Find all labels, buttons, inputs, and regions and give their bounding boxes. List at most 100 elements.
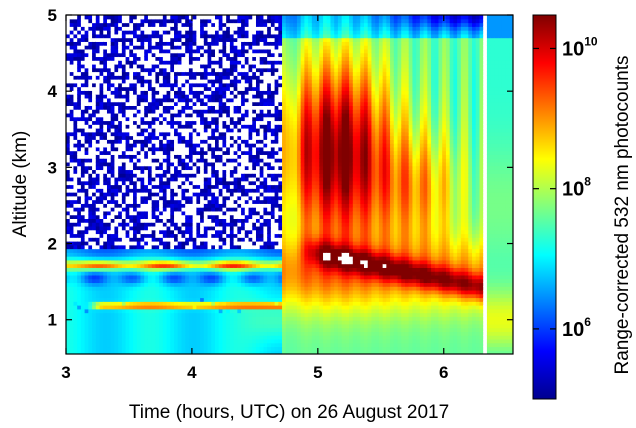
heatmap-cell — [196, 207, 201, 212]
heatmap-cell — [237, 305, 242, 310]
heatmap-cell — [188, 131, 194, 137]
heatmap-cell — [200, 248, 205, 253]
heatmap-cell — [241, 342, 246, 348]
heatmap-cell — [211, 116, 216, 122]
heatmap-cell — [129, 37, 134, 42]
heatmap-cell — [147, 263, 153, 268]
heatmap-cell — [211, 241, 216, 246]
heatmap-cell — [170, 15, 175, 20]
heatmap-cell — [237, 286, 242, 291]
heatmap-cell — [84, 176, 89, 182]
heatmap-cell — [77, 210, 82, 216]
heatmap-cell — [80, 320, 86, 325]
heatmap-cell — [136, 30, 142, 35]
heatmap-cell — [69, 79, 75, 84]
heatmap-cell — [200, 173, 205, 178]
heatmap-cell — [196, 101, 201, 106]
heatmap-cell — [211, 271, 216, 276]
heatmap-cell — [99, 203, 104, 208]
heatmap-cell — [270, 305, 276, 310]
heatmap-cell — [270, 256, 276, 261]
heatmap-cell — [259, 154, 265, 159]
heatmap-cell — [133, 109, 138, 114]
heatmap-cell — [114, 143, 119, 148]
heatmap-cell — [92, 33, 97, 39]
heatmap-cell — [207, 278, 212, 284]
heatmap-cell — [192, 286, 197, 291]
heatmap-cell — [95, 112, 101, 118]
heatmap-cell — [188, 48, 194, 54]
heatmap-cell — [192, 214, 197, 219]
heatmap-cell — [69, 169, 75, 174]
heatmap-cell — [133, 301, 138, 306]
heatmap-cell — [196, 222, 201, 227]
heatmap-cell — [99, 56, 104, 61]
heatmap-cell — [166, 192, 171, 197]
heatmap-cell — [159, 86, 164, 91]
heatmap-cell — [181, 60, 186, 65]
heatmap-cell — [106, 323, 112, 329]
heatmap-cell — [159, 45, 164, 50]
heatmap-cell — [140, 289, 145, 295]
heatmap-cell — [196, 320, 201, 325]
heatmap-cell — [255, 128, 261, 133]
heatmap-cell — [103, 71, 108, 76]
heatmap-cell — [95, 79, 101, 84]
heatmap-cell — [144, 33, 149, 39]
heatmap-cell — [170, 289, 175, 295]
heatmap-cell — [192, 116, 197, 122]
heatmap-cell — [110, 94, 116, 99]
heatmap-cell — [144, 128, 149, 133]
heatmap-cell — [181, 45, 186, 50]
heatmap-cell — [92, 101, 97, 106]
heatmap-cell — [66, 346, 71, 351]
heatmap-cell — [263, 237, 268, 242]
heatmap-cell — [181, 26, 186, 31]
heatmap-cell — [222, 323, 227, 329]
heatmap-cell — [196, 79, 201, 84]
heatmap-cell — [174, 346, 179, 351]
heatmap-cell — [147, 33, 153, 39]
heatmap-cell — [255, 131, 261, 137]
heatmap-cell — [203, 105, 209, 110]
heatmap-cell — [263, 67, 268, 73]
heatmap-cell — [203, 342, 209, 348]
heatmap-cell — [267, 218, 272, 223]
heatmap-cell — [144, 229, 149, 235]
heatmap-cell — [66, 150, 71, 155]
heatmap-cell — [177, 237, 183, 242]
heatmap-cell — [222, 94, 227, 99]
heatmap-cell — [144, 184, 149, 189]
heatmap-cell — [129, 218, 134, 223]
heatmap-cell — [151, 305, 156, 310]
heatmap-cell — [125, 316, 130, 321]
heatmap-cell — [92, 259, 97, 265]
heatmap-cell — [241, 30, 246, 35]
heatmap-cell — [177, 271, 183, 276]
heatmap-cell — [263, 233, 268, 238]
heatmap-cell — [114, 252, 119, 257]
heatmap-cell — [196, 48, 201, 54]
heatmap-cell — [99, 327, 104, 332]
heatmap-cell — [200, 176, 205, 182]
heatmap-cell — [118, 301, 123, 306]
heatmap-cell — [140, 94, 145, 99]
heatmap-cell — [233, 165, 238, 171]
heatmap-cell — [218, 214, 224, 219]
heatmap-cell — [162, 244, 168, 250]
heatmap-cell — [215, 192, 220, 197]
heatmap-cell — [166, 233, 171, 238]
heatmap-cell — [200, 135, 205, 140]
heatmap-cell — [80, 15, 86, 20]
heatmap-cell — [162, 150, 168, 155]
heatmap-cell — [159, 323, 164, 329]
heatmap-cell — [185, 176, 190, 182]
heatmap-cell — [110, 308, 116, 314]
heatmap-cell — [185, 323, 190, 329]
heatmap-cell — [147, 229, 153, 235]
heatmap-cell — [241, 18, 246, 24]
heatmap-cell — [77, 37, 82, 42]
heatmap-cell — [118, 252, 123, 257]
heatmap-cell — [114, 60, 119, 65]
heatmap-cell — [73, 37, 78, 42]
